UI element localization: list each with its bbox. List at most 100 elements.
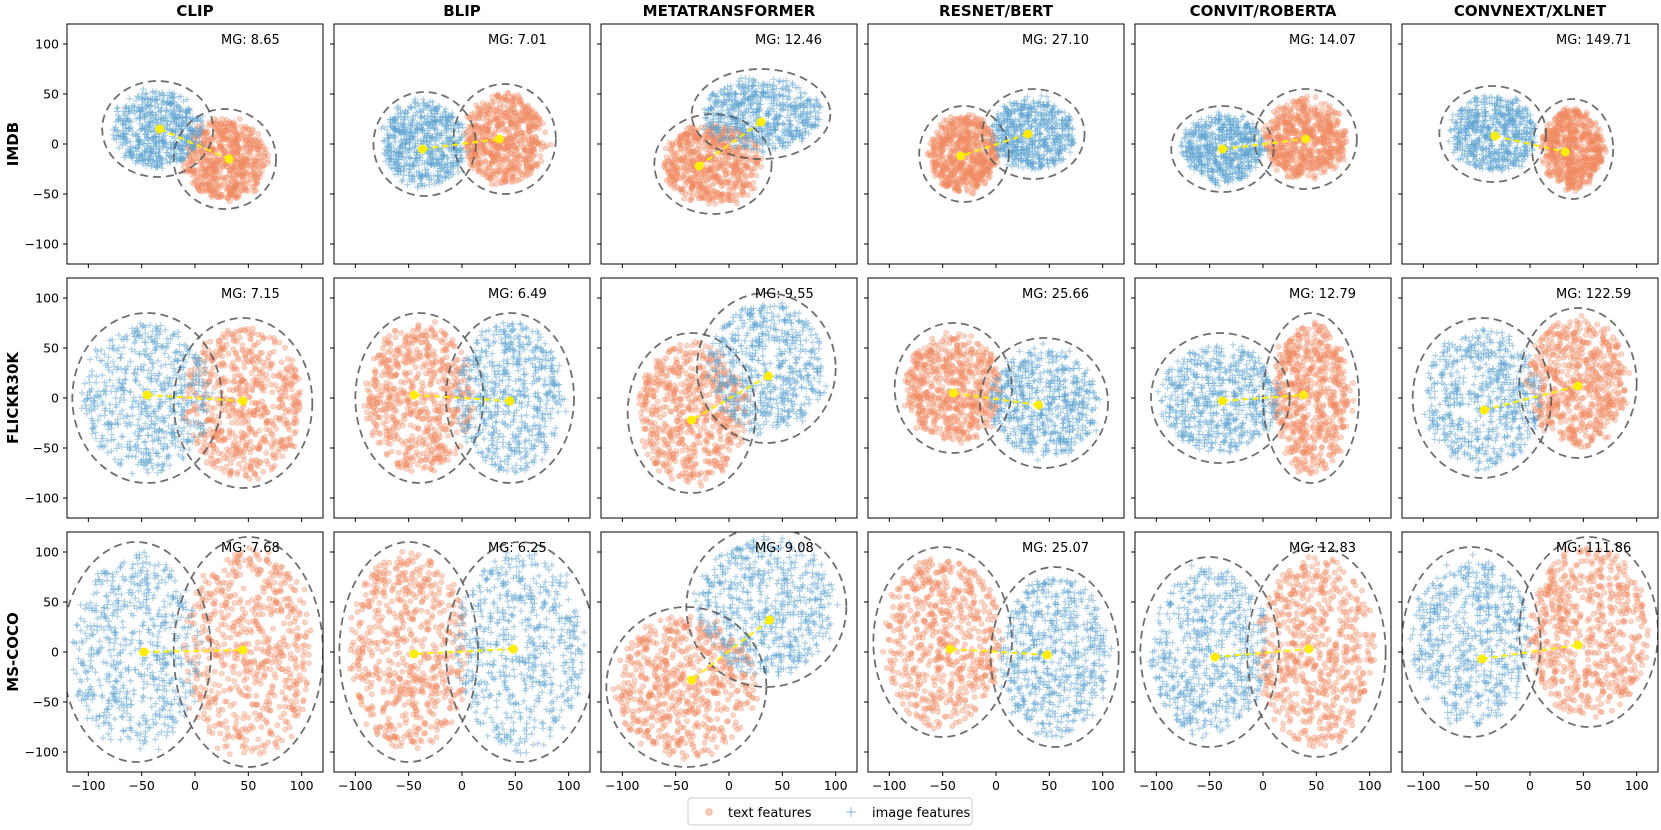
text-feature-point [963,174,970,181]
image-feature-point [148,102,155,109]
text-feature-point [524,111,531,118]
image-feature-point [163,149,171,157]
image-feature-point [776,135,783,143]
image-feature-point [171,94,178,101]
text-feature-point [712,169,719,176]
text-feature-point [710,146,716,153]
text-feature-point [973,130,979,137]
image-feature-point [380,123,388,131]
text-feature-point [733,161,740,168]
text-feature-point [734,164,741,171]
text-feature-point [244,138,250,145]
text-feature-point [205,128,211,135]
text-feature-point [941,125,948,131]
text-feature-point [542,129,549,136]
text-feature-point [681,177,688,183]
image-feature-point [1056,157,1064,165]
image-feature-point [127,123,135,131]
text-feature-point [688,185,695,192]
text-feature-point [518,117,524,124]
text-feature-point [934,129,940,136]
text-feature-point [186,168,193,175]
text-feature-point [241,160,248,167]
text-feature-point [525,124,532,130]
text-feature-point [683,125,690,132]
text-feature-point [941,163,947,170]
text-feature-point [477,126,484,132]
image-feature-point [157,154,164,161]
text-feature-point [512,138,519,145]
text-feature-point [961,128,968,134]
text-feature-point [502,173,509,179]
image-feature-point [742,75,749,82]
text-feature-point [213,181,220,188]
text-feature-point [536,141,542,148]
image-feature-point [152,112,159,120]
text-feature-point [505,104,511,111]
text-feature-point [244,188,251,194]
text-feature-point [527,128,534,135]
image-feature-point [406,146,413,153]
text-feature-point [257,174,264,181]
text-feature-point [194,183,201,190]
text-feature-point [937,121,944,128]
text-feature-point [236,165,243,172]
text-feature-point [671,177,678,184]
text-feature-point [964,122,971,129]
text-feature-point [518,152,524,159]
text-feature-point [515,166,521,173]
text-feature-point [530,152,537,159]
image-feature-point [431,180,438,187]
text-feature-point [743,162,750,169]
image-feature-point [746,75,753,82]
text-feature-point [260,143,267,150]
text-feature-point [697,181,703,187]
text-feature-point [512,156,519,163]
text-feature-point [467,152,473,159]
text-feature-point [532,139,539,146]
text-feature-point [520,103,526,109]
text-feature-point [709,195,715,202]
text-feature-point [216,124,223,131]
text-feature-point [252,157,259,164]
text-feature-point [948,156,955,163]
text-feature-point [529,159,536,166]
text-feature-point [970,127,976,134]
text-feature-point [264,159,271,166]
text-feature-point [950,177,957,184]
text-feature-point [491,116,498,123]
text-feature-point [976,120,983,127]
text-feature-point [523,163,530,170]
text-feature-point [662,165,669,172]
text-feature-point [531,142,538,149]
text-feature-point [523,113,530,120]
text-feature-point [218,143,225,150]
text-feature-point [518,175,525,182]
text-feature-point [707,174,713,181]
text-feature-point [957,117,964,123]
text-feature-point [521,156,528,162]
text-feature-point [963,134,970,141]
text-feature-point [511,151,517,158]
text-feature-point [526,121,533,127]
text-feature-point [742,173,749,180]
text-feature-point [714,174,721,181]
text-feature-point [705,176,712,182]
text-feature-point [940,137,947,144]
text-feature-point [494,117,500,123]
image-feature-point [769,140,777,147]
text-feature-point [940,147,946,154]
text-feature-point [497,162,503,169]
text-feature-point [732,156,739,163]
image-feature-point [417,180,424,187]
image-feature-point [129,102,136,110]
text-feature-point [252,137,259,144]
text-feature-point [502,110,508,116]
text-feature-point [231,127,237,134]
text-feature-point [539,139,546,146]
text-feature-point [522,105,529,112]
image-feature-point [751,89,758,96]
text-feature-point [522,107,528,113]
image-feature-point [166,113,173,120]
text-feature-point [968,139,974,146]
